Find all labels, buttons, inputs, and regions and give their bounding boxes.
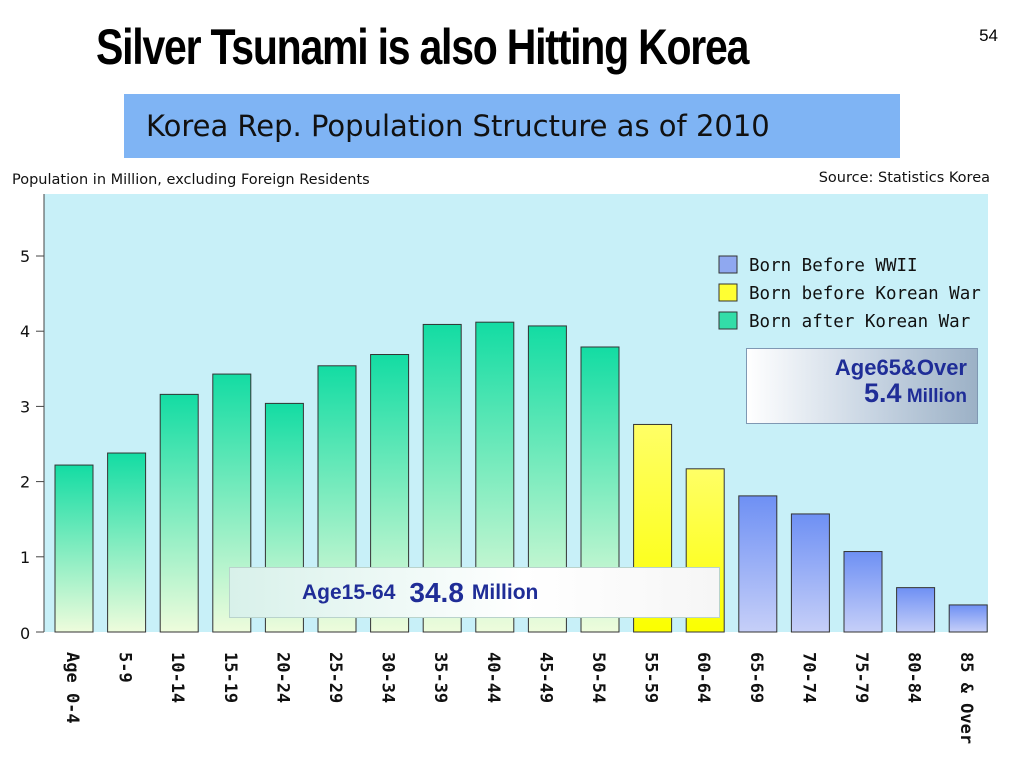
x-category-label: 75-79 [851, 652, 871, 703]
y-tick-label: 0 [20, 624, 30, 643]
bar [54, 464, 94, 633]
bar [843, 551, 883, 633]
bar [790, 513, 830, 633]
bar [948, 604, 988, 633]
legend-swatch [718, 283, 738, 302]
legend-label: Born after Korean War [749, 312, 970, 332]
age65-label: Age65&Over [834, 355, 967, 380]
chart-title: Korea Rep. Population Structure as of 20… [146, 109, 770, 143]
y-tick-label: 4 [20, 322, 30, 341]
chart-title-banner: Korea Rep. Population Structure as of 20… [124, 94, 900, 158]
legend-swatch [718, 311, 738, 330]
x-category-label: 20-24 [272, 652, 292, 703]
x-category-label: 15-19 [220, 652, 240, 703]
x-category-label: 10-14 [167, 652, 187, 703]
page-number: 54 [979, 26, 998, 45]
bar [738, 495, 778, 633]
age15-64-unit: Million [471, 580, 539, 604]
age65-unit: Million [906, 386, 967, 407]
legend-label: Born before Korean War [749, 284, 981, 304]
age65-value: 5.4 [864, 378, 902, 408]
x-category-label: 40-44 [483, 652, 503, 703]
x-category-label: 5-9 [115, 652, 135, 683]
age65-callout: Age65&Over 5.4 Million [746, 348, 978, 424]
bar [107, 452, 147, 633]
y-tick-label: 3 [20, 397, 30, 416]
age15-64-callout: Age15-64 34.8 Million [229, 567, 720, 618]
legend-swatch [718, 255, 738, 274]
x-category-label: 35-39 [430, 652, 450, 703]
x-category-label: Age 0-4 [62, 652, 82, 724]
x-category-label: 30-34 [378, 652, 398, 703]
x-category-label: 50-54 [588, 652, 608, 703]
x-category-label: 55-59 [641, 652, 661, 703]
age15-64-value: 34.8 [409, 576, 464, 608]
y-tick-label: 2 [20, 473, 30, 492]
source-note: Source: Statistics Korea [818, 170, 990, 186]
x-category-label: 70-74 [798, 652, 818, 703]
bar [896, 587, 936, 633]
y-axis-note: Population in Million, excluding Foreign… [12, 172, 370, 188]
x-category-label: 60-64 [693, 652, 713, 703]
age15-64-label: Age15-64 [302, 580, 396, 604]
x-category-label: 45-49 [535, 652, 555, 703]
y-tick-label: 1 [20, 548, 30, 567]
x-category-label: 25-29 [325, 652, 345, 703]
legend-label: Born Before WWII [749, 256, 918, 276]
x-category-label: 80-84 [904, 652, 924, 703]
x-category-label: 85 & Over [956, 652, 976, 744]
x-category-label: 65-69 [746, 652, 766, 703]
slide-title: Silver Tsunami is also Hitting Korea [96, 19, 749, 75]
bar [159, 393, 199, 633]
y-tick-label: 5 [20, 247, 30, 266]
